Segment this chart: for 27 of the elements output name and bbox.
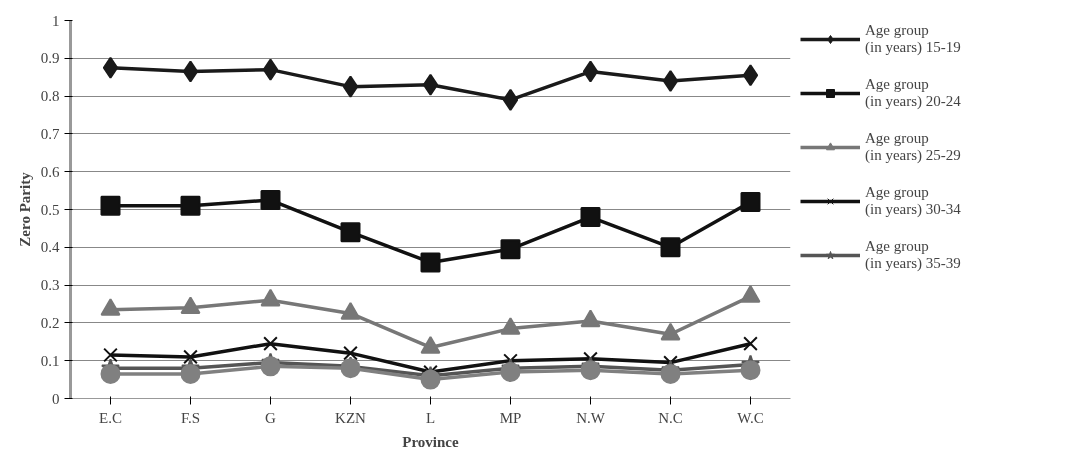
legend-label: Age group (in years) 15-19: [865, 21, 961, 57]
x-tick-label: E.C: [99, 409, 122, 426]
x-tick-label: N.C: [658, 409, 683, 426]
x-tick-label: KZN: [335, 409, 367, 426]
y-tick-label: 0.5: [40, 201, 60, 218]
x-tick-label: N.W: [576, 409, 606, 426]
y-tick-label: 0.3: [40, 277, 60, 294]
y-tick-label: 0: [52, 390, 60, 407]
legend-label: Age group (in years) 35-39: [865, 237, 961, 273]
x-tick-label: W.C: [737, 409, 764, 426]
legend-label: Age group (in years) 30-34: [865, 183, 961, 219]
y-tick-label: 0.1: [40, 352, 60, 369]
y-tick-label: 0.9: [40, 50, 60, 67]
legend-label: Age group (in years) 25-29: [865, 129, 961, 165]
x-tick-label: F.S: [180, 409, 201, 426]
y-tick-label: 1: [52, 12, 60, 29]
y-tick-label: 0.8: [40, 88, 60, 105]
y-tick-label: 0.4: [40, 239, 60, 256]
legend-label: Age group (in years) 20-24: [865, 75, 961, 111]
y-axis-title: Zero Parity: [16, 171, 33, 247]
x-tick-label: MP: [499, 409, 522, 426]
x-tick-label: G: [265, 409, 277, 426]
x-axis-title: Province: [402, 433, 460, 450]
y-tick-label: 0.2: [40, 314, 60, 331]
y-tick-label: 0.6: [40, 163, 60, 180]
y-tick-label: 0.7: [40, 125, 60, 142]
x-tick-label: L: [425, 409, 436, 426]
